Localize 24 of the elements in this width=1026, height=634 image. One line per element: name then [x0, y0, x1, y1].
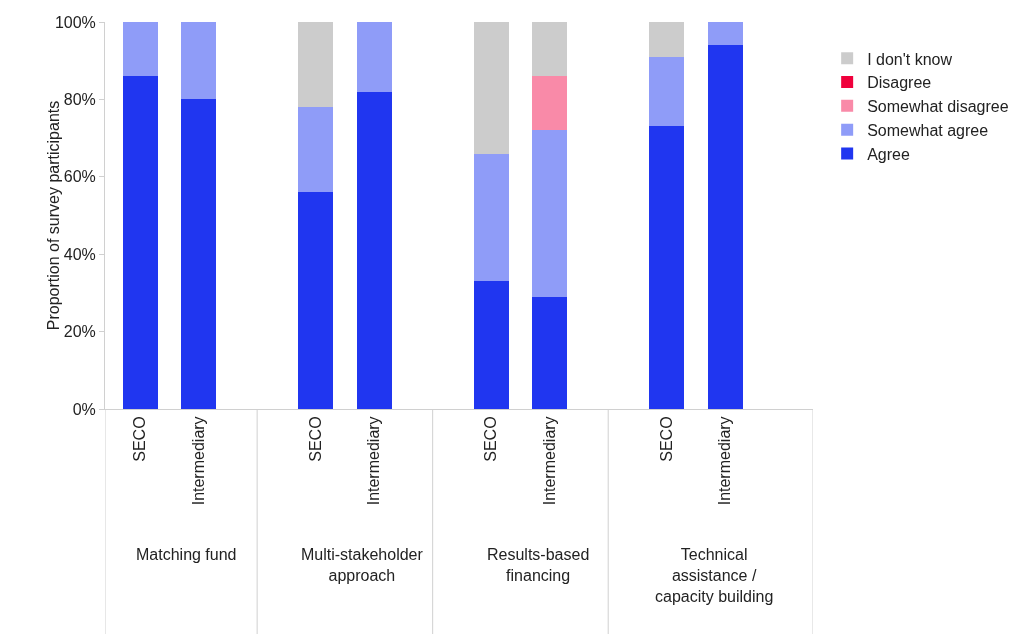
x-tick-label: SECO	[657, 416, 675, 462]
y-tick-label: 40%	[63, 245, 96, 263]
x-tick-label: Intermediary	[716, 416, 734, 506]
y-tick-label: 0%	[72, 400, 96, 418]
x-tick-label: Intermediary	[189, 416, 207, 506]
legend-label: Disagree	[867, 74, 932, 92]
x-tick-label: SECO	[306, 416, 324, 462]
x-tick-label: SECO	[131, 416, 149, 462]
text: Multi-stakeholder approach	[301, 546, 424, 584]
legend-label: I don't know	[867, 50, 953, 68]
x-tick-label: Intermediary	[540, 416, 558, 506]
x-tick-label: SECO	[482, 416, 500, 462]
legend-label: Somewhat disagree	[867, 98, 1009, 116]
text: Results-based financing	[487, 546, 590, 584]
legend-label: Somewhat agree	[867, 121, 989, 139]
x-tick-label: Intermediary	[365, 416, 383, 506]
text: Matching fund	[136, 546, 237, 563]
y-tick-label: 60%	[63, 168, 96, 186]
text: Technical assistance / capacity building	[655, 546, 774, 605]
y-tick-label: 20%	[63, 323, 96, 341]
y-axis-title: Proportion of survey participants	[44, 100, 62, 331]
y-tick-label: 80%	[63, 91, 96, 108]
y-tick-label: 100%	[54, 13, 96, 31]
legend-label: Agree	[867, 145, 910, 163]
